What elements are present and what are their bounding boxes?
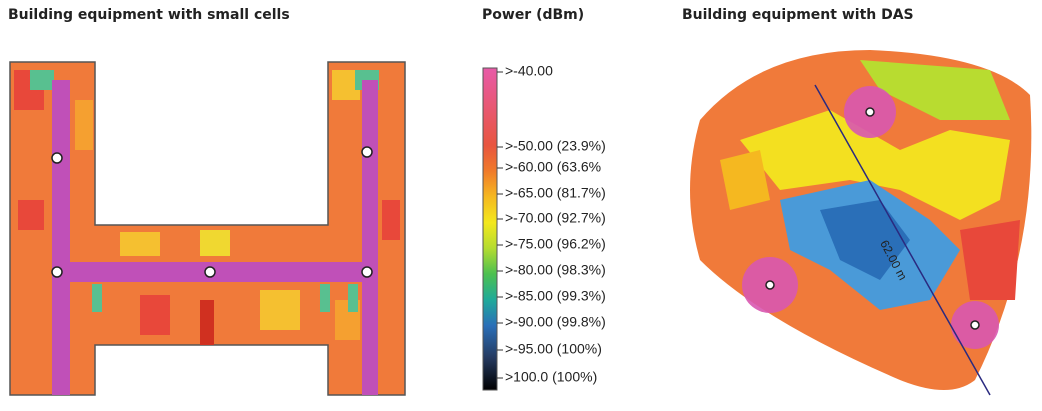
legend-label: >-40.00 (505, 63, 553, 79)
legend-label: >-90.00 (99.8%) (505, 314, 606, 330)
legend-label: >-85.00 (99.3%) (505, 288, 606, 304)
legend-label: >-60.00 (63.6% (505, 159, 601, 175)
legend-label: >-95.00 (100%) (505, 341, 602, 357)
legend-title: Power (dBm) (482, 7, 584, 23)
legend-label: >-75.00 (96.2%) (505, 236, 606, 252)
panel-title: Building equipment with DAS (682, 7, 914, 23)
page: Building equipment with small cells Powe… (0, 0, 1042, 411)
floor-plan-small-cells (10, 62, 405, 395)
legend-label: >-70.00 (92.7%) (505, 210, 606, 226)
legend-label: >100.0 (100%) (505, 369, 597, 385)
legend-label: >-65.00 (81.7%) (505, 185, 606, 201)
legend-label: >-50.00 (23.9%) (505, 138, 606, 154)
legend-label: >-80.00 (98.3%) (505, 262, 606, 278)
panel-title: Building equipment with small cells (8, 7, 290, 23)
floor-plan-das: 62.00 m (690, 50, 1031, 395)
figure: Building equipment with small cells Powe… (0, 0, 1042, 411)
colorbar (483, 68, 497, 390)
legend: >-40.00 >-50.00 (23.9%) >-60.00 (63.6% >… (483, 63, 606, 390)
